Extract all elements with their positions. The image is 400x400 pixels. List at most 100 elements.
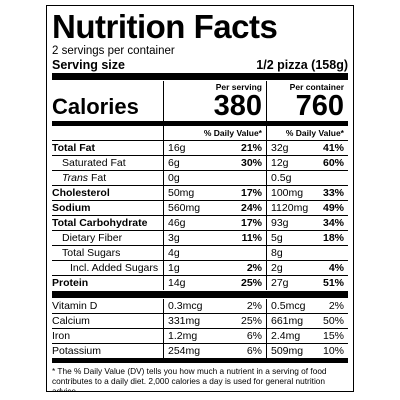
calories-row: Calories Per serving 380 Per container 7… xyxy=(52,81,348,122)
amount: 1g xyxy=(168,262,180,274)
amount: 27g xyxy=(271,277,289,289)
per-serving: 1g 2% xyxy=(163,261,266,275)
divider xyxy=(52,73,348,80)
vitamin-list: Vitamin D 0.3mcg 2% 0.5mcg 2% Calcium 331mg 25%… xyxy=(52,299,348,358)
per-serving: 4g xyxy=(163,246,266,260)
nutrient-label: Total Sugars xyxy=(52,246,163,260)
serving-size-label: Serving size xyxy=(52,58,125,72)
nutrient-label-italic: Trans xyxy=(62,172,89,184)
amount: 0.5g xyxy=(271,172,292,184)
nutrient-label: Trans Fat xyxy=(52,171,163,185)
nutrient-label: Total Carbohydrate xyxy=(52,216,163,230)
amount: 1.2mg xyxy=(168,330,198,342)
amount: 3g xyxy=(168,232,180,244)
daily-value: 34% xyxy=(322,217,344,229)
amount: 560mg xyxy=(168,202,201,214)
amount: 50mg xyxy=(168,187,195,199)
daily-value: 10% xyxy=(322,345,344,357)
nutrient-label: Iron xyxy=(52,329,163,343)
nutrient-row: Total Carbohydrate 46g 17% 93g 34% xyxy=(52,216,348,231)
daily-value: 11% xyxy=(241,232,262,244)
amount: 14g xyxy=(168,277,186,289)
daily-value: 18% xyxy=(322,232,344,244)
daily-value: 33% xyxy=(322,187,344,199)
nutrient-name: Total Sugars xyxy=(62,247,121,259)
per-container: 5g 18% xyxy=(266,231,348,245)
nutrient-name: Potassium xyxy=(52,345,102,357)
calories-label: Calories xyxy=(52,94,139,119)
amount: 4g xyxy=(168,247,180,259)
nutrient-name: Sodium xyxy=(52,202,91,214)
nutrition-label: Nutrition Facts 2 servings per container… xyxy=(46,5,354,392)
per-container: 32g 41% xyxy=(266,141,348,155)
nutrient-label: Dietary Fiber xyxy=(52,231,163,245)
calories-container: Per container 760 xyxy=(266,81,348,121)
per-container: 8g xyxy=(266,246,348,260)
per-serving: 14g 25% xyxy=(163,276,266,290)
nutrient-label: Incl. Added Sugars xyxy=(52,261,163,275)
nutrient-row: Saturated Fat 6g 30% 12g 60% xyxy=(52,156,348,171)
title: Nutrition Facts xyxy=(52,8,278,45)
nutrient-name: Saturated Fat xyxy=(62,157,126,169)
nutrient-label: Potassium xyxy=(52,344,163,358)
per-container: 509mg 10% xyxy=(266,344,348,358)
amount: 0.5mcg xyxy=(271,300,306,312)
nutrient-label: Protein xyxy=(52,276,163,290)
per-serving: 6g 30% xyxy=(163,156,266,170)
per-serving: 254mg 6% xyxy=(163,344,266,358)
per-container: 1120mg 49% xyxy=(266,201,348,215)
nutrient-label: Sodium xyxy=(52,201,163,215)
amount: 0g xyxy=(168,172,180,184)
amount: 6g xyxy=(168,157,180,169)
amount: 2.4mg xyxy=(271,330,301,342)
nutrient-row: Total Fat 16g 21% 32g 41% xyxy=(52,141,348,156)
daily-value: 17% xyxy=(240,187,262,199)
nutrient-name: Fat xyxy=(90,172,107,184)
per-container: 93g 34% xyxy=(266,216,348,230)
per-container: 12g 60% xyxy=(266,156,348,170)
amount: 100mg xyxy=(271,187,304,199)
nutrient-row: Potassium 254mg 6% 509mg 10% xyxy=(52,344,348,358)
daily-value: 2% xyxy=(328,300,344,312)
per-container: 0.5mcg 2% xyxy=(266,299,348,313)
nutrient-row: Sodium 560mg 24% 1120mg 49% xyxy=(52,201,348,216)
per-serving: 16g 21% xyxy=(163,141,266,155)
nutrient-row: Calcium 331mg 25% 661mg 50% xyxy=(52,314,348,329)
per-serving: 331mg 25% xyxy=(163,314,266,328)
daily-value: 17% xyxy=(240,217,262,229)
per-container: 661mg 50% xyxy=(266,314,348,328)
nutrient-name: Incl. Added Sugars xyxy=(70,262,159,274)
daily-value: 50% xyxy=(322,315,344,327)
daily-value: 6% xyxy=(246,330,262,342)
per-serving: 0g xyxy=(163,171,266,185)
daily-value: 2% xyxy=(246,300,262,312)
amount: 509mg xyxy=(271,345,304,357)
nutrient-name: Vitamin D xyxy=(52,300,98,312)
calories-value: 380 xyxy=(213,90,262,122)
calories-value: 760 xyxy=(295,90,344,122)
amount: 32g xyxy=(271,142,289,154)
daily-value: 25% xyxy=(240,277,262,289)
amount: 12g xyxy=(271,157,289,169)
nutrient-name: Protein xyxy=(52,277,89,289)
daily-value: 51% xyxy=(322,277,344,289)
servings: 2 servings per container xyxy=(52,45,175,57)
divider xyxy=(52,358,348,363)
amount: 5g xyxy=(271,232,283,244)
divider xyxy=(52,122,348,126)
daily-value: 41% xyxy=(322,142,344,154)
daily-value: 30% xyxy=(240,157,262,169)
nutrient-name: Iron xyxy=(52,330,71,342)
dv-header: % Daily Value* xyxy=(163,126,266,140)
nutrient-row: Vitamin D 0.3mcg 2% 0.5mcg 2% xyxy=(52,299,348,314)
daily-value: 4% xyxy=(328,262,344,274)
nutrient-row: Cholesterol 50mg 17% 100mg 33% xyxy=(52,186,348,201)
per-container: 2g 4% xyxy=(266,261,348,275)
nutrient-row: Dietary Fiber 3g 11% 5g 18% xyxy=(52,231,348,246)
calories-serving: Per serving 380 xyxy=(163,81,266,121)
daily-value: 21% xyxy=(240,142,262,154)
nutrient-label: Total Fat xyxy=(52,141,163,155)
nutrient-row: Incl. Added Sugars 1g 2% 2g 4% xyxy=(52,261,348,276)
amount: 2g xyxy=(271,262,283,274)
